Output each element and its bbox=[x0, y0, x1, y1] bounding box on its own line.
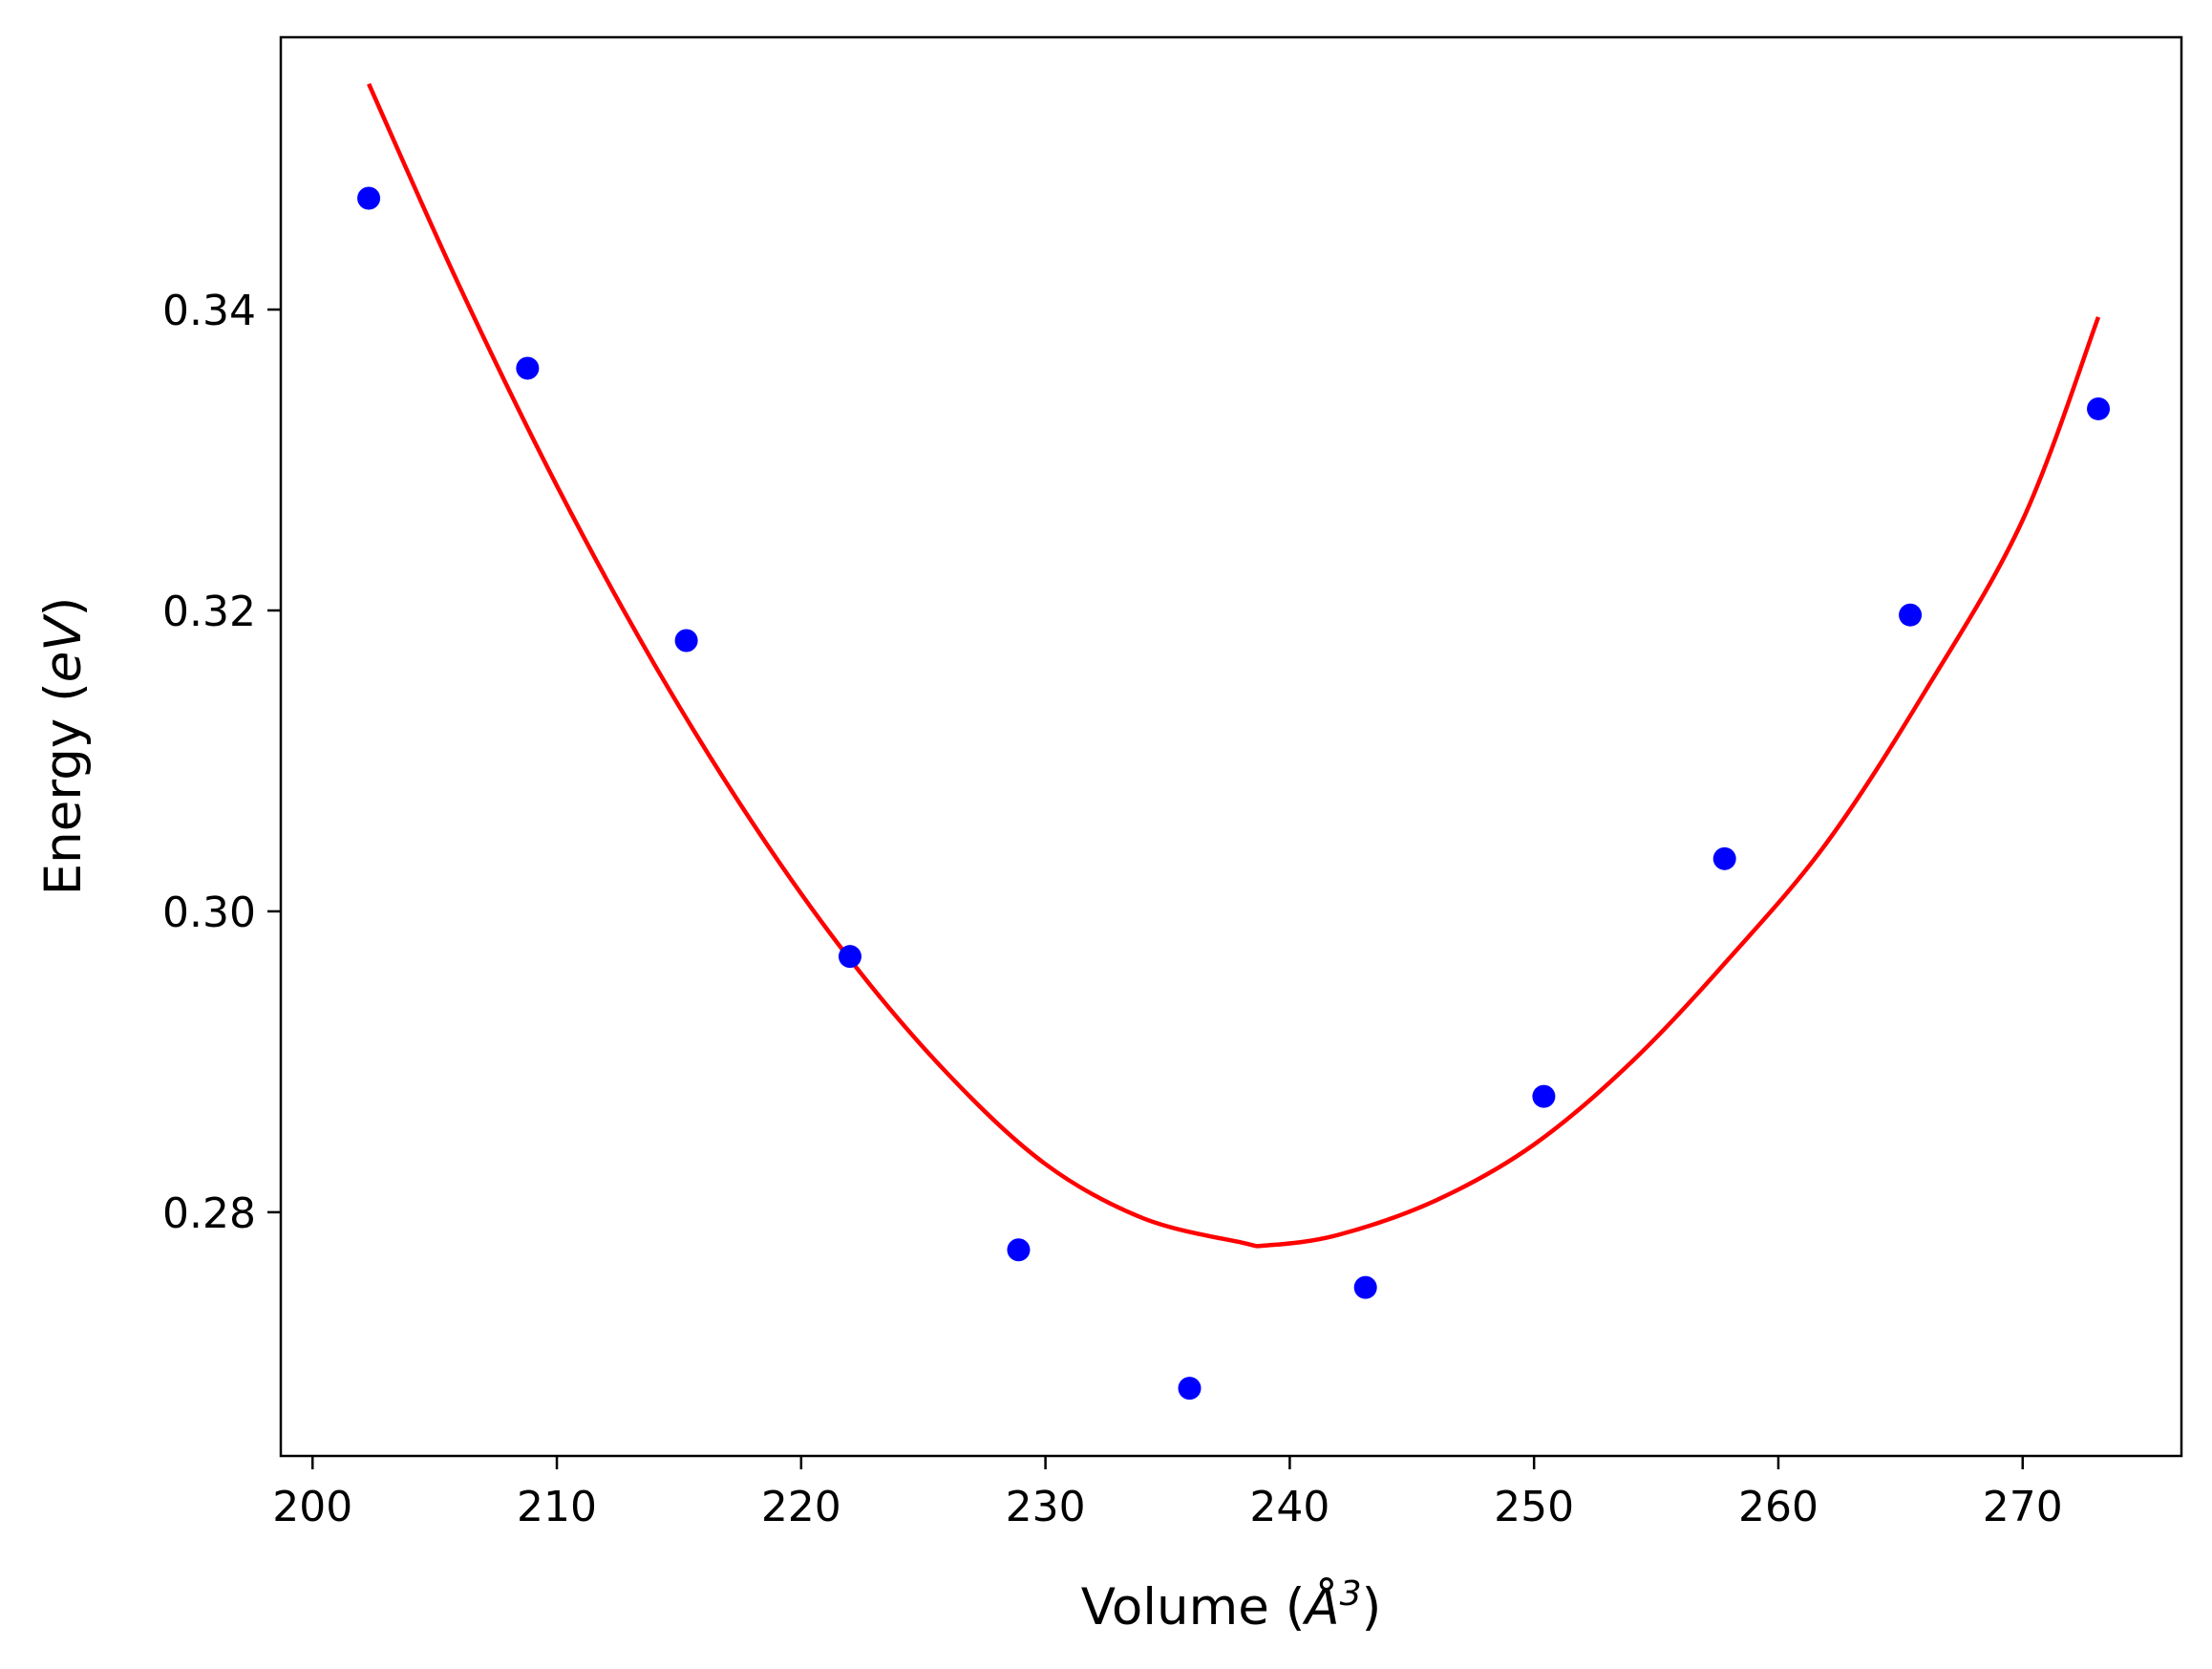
y-tick-label: 0.32 bbox=[162, 588, 256, 636]
x-tick-label: 200 bbox=[272, 1483, 352, 1531]
fit-curve-line bbox=[367, 82, 2101, 1249]
x-tick-label: 250 bbox=[1494, 1483, 1574, 1531]
y-tick-label: 0.28 bbox=[162, 1189, 256, 1238]
data-point bbox=[357, 186, 381, 210]
x-tick-label: 270 bbox=[1983, 1483, 2063, 1531]
data-point bbox=[2087, 396, 2111, 420]
axis-ticks: 200 210 220 230 240 250 260 270 0.28 0.30 0.32 0.34 bbox=[162, 287, 2063, 1531]
data-point bbox=[1532, 1084, 1556, 1108]
y-axis-label: Energy (eV) bbox=[34, 597, 93, 896]
y-tick-label: 0.34 bbox=[162, 287, 256, 335]
data-point bbox=[1712, 846, 1736, 870]
x-tick-label: 230 bbox=[1006, 1483, 1086, 1531]
data-point bbox=[674, 629, 698, 653]
x-tick-label: 220 bbox=[761, 1483, 841, 1531]
y-tick-label: 0.30 bbox=[162, 888, 256, 937]
x-tick-label: 210 bbox=[517, 1483, 597, 1531]
x-tick-label: 240 bbox=[1249, 1483, 1329, 1531]
data-point bbox=[1178, 1377, 1202, 1401]
data-point bbox=[516, 356, 540, 380]
data-point bbox=[1899, 603, 1923, 627]
axes-frame bbox=[279, 35, 2183, 1458]
data-point bbox=[838, 945, 861, 969]
data-point bbox=[1007, 1238, 1031, 1262]
x-tick-label: 260 bbox=[1738, 1483, 1819, 1531]
data-point bbox=[1353, 1275, 1377, 1299]
x-axis-label: Volume (Å3) bbox=[1081, 1574, 1382, 1637]
plot-area bbox=[357, 82, 2111, 1401]
